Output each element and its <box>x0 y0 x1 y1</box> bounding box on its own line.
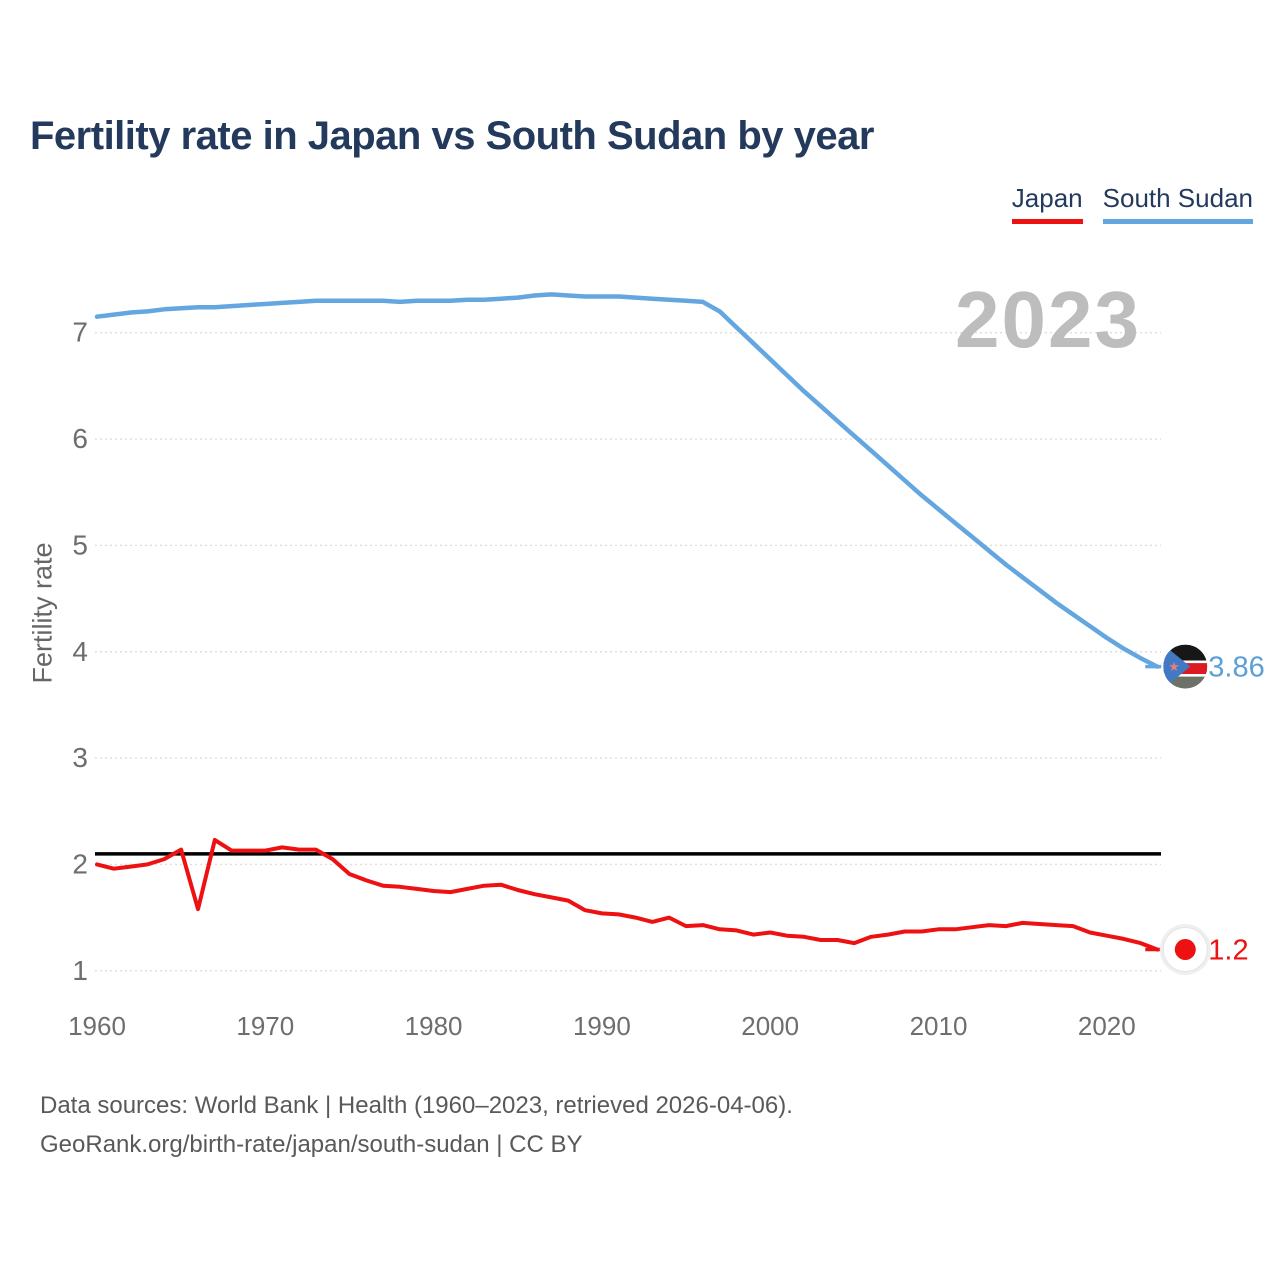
y-tick-label: 4 <box>72 636 88 667</box>
y-tick-label: 5 <box>72 529 88 560</box>
y-tick-label: 6 <box>72 423 88 454</box>
legend-item-south-sudan[interactable]: South Sudan <box>1102 183 1253 224</box>
footer: Data sources: World Bank | Health (1960–… <box>40 1086 793 1164</box>
south-sudan-line <box>94 292 1160 669</box>
y-tick-label: 7 <box>72 317 88 348</box>
gridlines <box>95 332 1161 972</box>
x-axis-tick-labels: 1960 1970 1980 1990 2000 2010 2020 <box>68 1011 1136 1041</box>
south-sudan-star-icon: ★ <box>1168 659 1180 674</box>
x-tick-label: 2000 <box>741 1011 799 1041</box>
watermark-year: 2023 <box>955 275 1141 364</box>
x-tick-label: 1970 <box>236 1011 294 1041</box>
footer-data-sources: Data sources: World Bank | Health (1960–… <box>40 1092 793 1119</box>
y-tick-label: 1 <box>72 955 88 986</box>
x-tick-label: 1980 <box>405 1011 463 1041</box>
y-tick-label: 2 <box>72 848 88 879</box>
footer-attribution: GeoRank.org/birth-rate/japan/south-sudan… <box>40 1131 583 1158</box>
japan-line <box>95 838 1160 952</box>
south-sudan-flag-icon: ★ <box>1163 644 1208 689</box>
y-tick-label: 3 <box>72 742 88 773</box>
x-tick-label: 2020 <box>1078 1011 1136 1041</box>
south-sudan-end-value: 3.86 <box>1208 652 1264 684</box>
japan-end-value: 1.2 <box>1208 935 1248 967</box>
legend-item-japan[interactable]: Japan <box>1011 183 1083 224</box>
x-tick-label: 2010 <box>910 1011 968 1041</box>
japan-flag-icon <box>1159 924 1211 975</box>
x-tick-label: 1990 <box>573 1011 631 1041</box>
x-tick-label: 1960 <box>68 1011 126 1041</box>
page-title: Fertility rate in Japan vs South Sudan b… <box>30 114 874 158</box>
legend: Japan South Sudan <box>1011 183 1253 224</box>
y-axis-tick-labels: 1 2 3 4 5 6 7 <box>72 317 88 986</box>
